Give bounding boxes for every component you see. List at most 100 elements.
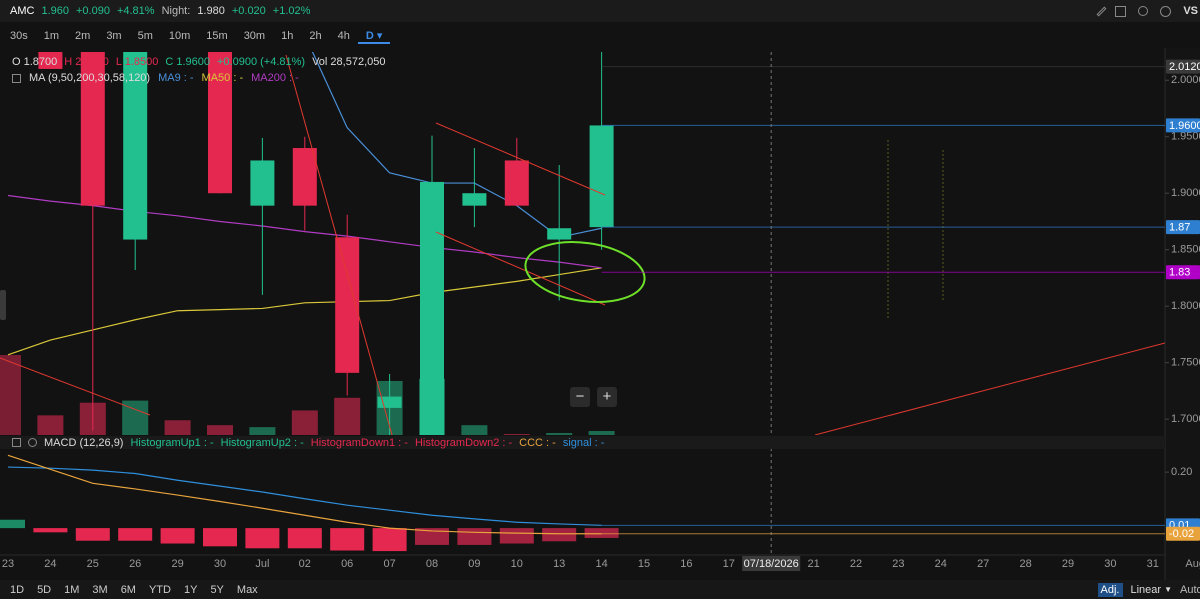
alert-icon[interactable]	[1138, 6, 1149, 16]
hist-down1-label: HistogramDown1 : -	[310, 436, 408, 449]
night-change: +0.020	[231, 5, 266, 17]
timeframe-button[interactable]: D ▾	[357, 29, 391, 44]
y-tick-label: 1.8000	[1171, 300, 1200, 312]
zoom-in-button[interactable]: +	[597, 387, 617, 407]
timeframe-button[interactable]: 2m	[75, 30, 91, 42]
auto-toggle[interactable]: Auto	[1180, 583, 1200, 596]
y-tick-label: 1.9500	[1171, 131, 1200, 143]
histogram-bar	[330, 528, 365, 551]
scale-select[interactable]: Linear	[1130, 583, 1162, 596]
price-badge	[1166, 118, 1200, 133]
histogram-bar	[245, 528, 280, 549]
timeframe-button[interactable]: 30s	[10, 30, 28, 42]
compare-button[interactable]: VS	[1183, 5, 1198, 17]
candle-body	[208, 52, 232, 194]
histogram-bar	[118, 528, 153, 541]
x-tick-label: 23	[2, 558, 14, 570]
x-tick-label: 29	[1062, 558, 1074, 570]
histogram-bar	[415, 528, 449, 545]
close-icon[interactable]	[12, 73, 21, 83]
candle-body	[335, 237, 360, 373]
indicator-line	[7, 267, 602, 356]
timeframe-button[interactable]: 3m	[106, 30, 122, 42]
draw-icon[interactable]	[1096, 6, 1107, 16]
x-tick-label: 08	[426, 558, 438, 570]
range-button[interactable]: 5D	[37, 583, 52, 596]
x-tick-label: 30	[1104, 558, 1116, 570]
timeframe-bar: 30s 1m 2m 3m 5m 10m 15m 30m 1h 2h 4h D ▾	[0, 24, 391, 48]
histogram-bar	[203, 528, 237, 547]
y-tick-label: 2.0000	[1171, 74, 1200, 86]
histogram-bar	[287, 528, 322, 549]
histogram-bar	[457, 528, 492, 545]
x-tick-label: 15	[638, 558, 650, 570]
range-button[interactable]: 5Y	[210, 583, 224, 596]
y-tick-label: 1.9000	[1171, 187, 1200, 199]
timeframe-button[interactable]: 30m	[243, 30, 266, 42]
timeframe-button[interactable]: 1m	[43, 30, 60, 42]
volume-bar	[546, 433, 573, 435]
histogram-bar	[33, 528, 68, 533]
volume-value: Vol 28,572,050	[312, 56, 386, 68]
x-tick-label: 26	[129, 558, 141, 570]
range-button[interactable]: YTD	[148, 583, 171, 596]
adjusted-toggle[interactable]: Adj.	[1097, 582, 1123, 597]
x-tick-label: 28	[1019, 558, 1031, 570]
visibility-icon[interactable]	[28, 438, 37, 447]
timeframe-button[interactable]: 5m	[137, 30, 153, 42]
close-icon[interactable]	[12, 438, 21, 447]
trend-line	[435, 231, 606, 306]
timeframe-button[interactable]: 4h	[337, 30, 350, 42]
x-tick-label: 24	[44, 558, 56, 570]
x-tick-label: 09	[468, 558, 480, 570]
x-tick-label: Jul	[255, 558, 269, 570]
indicator-icon[interactable]	[1115, 5, 1127, 17]
x-tick-label: 14	[595, 558, 607, 570]
range-button[interactable]: 1D	[10, 583, 25, 596]
macd-title[interactable]: MACD (12,26,9)	[44, 436, 124, 449]
price-badge-label: -0.02	[1169, 528, 1194, 540]
timeframe-button[interactable]: 1h	[281, 30, 294, 42]
x-tick-label: 30	[214, 558, 226, 570]
x-tick-label: 31	[1147, 558, 1159, 570]
dropdown-caret[interactable]: ▼	[1164, 585, 1172, 594]
ma9-label: MA9 : -	[158, 72, 194, 84]
range-button[interactable]: Max	[236, 583, 258, 596]
price-badge	[1166, 220, 1200, 235]
price-badge-label: 1.87	[1169, 222, 1190, 234]
price-badge-label: 2.0120	[1169, 61, 1200, 73]
range-button[interactable]: 3M	[92, 583, 108, 596]
range-button[interactable]: 6M	[120, 583, 136, 596]
symbol[interactable]: AMC	[10, 5, 35, 17]
high-value: H 2.0300	[64, 56, 109, 68]
timeframe-button[interactable]: 10m	[168, 30, 191, 42]
ccc-label: CCC : -	[519, 436, 556, 449]
x-tick-label: 21	[807, 558, 819, 570]
x-tick-label: Aug	[1185, 558, 1200, 570]
dropdown-caret[interactable]: ▾	[373, 29, 383, 42]
indicator-line	[7, 194, 602, 269]
x-tick-label: 24	[935, 558, 947, 570]
settings-icon[interactable]	[1160, 5, 1172, 17]
range-button[interactable]: 1M	[64, 583, 80, 596]
ma-title[interactable]: MA (9,50,200,30,58,120)	[29, 72, 151, 84]
change-pct: +4.81%	[116, 5, 155, 17]
timeframe-button[interactable]: 15m	[206, 30, 228, 42]
range-button[interactable]: 1Y	[183, 583, 198, 596]
candle-body	[462, 193, 487, 206]
timeframe-button[interactable]: 2h	[309, 30, 322, 42]
price: 1.960	[41, 5, 69, 17]
trend-line	[435, 122, 606, 196]
y-tick-label: 1.8500	[1171, 244, 1200, 256]
x-tick-label: 13	[553, 558, 565, 570]
volume-bar	[37, 415, 64, 435]
zoom-out-button[interactable]: −	[570, 387, 590, 407]
signal-label: signal : -	[562, 436, 605, 449]
hist-up2-label: HistogramUp2 : -	[220, 436, 304, 449]
volume-bar	[249, 427, 276, 435]
volume-bar	[334, 397, 361, 435]
side-handle[interactable]	[0, 290, 6, 320]
candle-body	[504, 160, 529, 206]
